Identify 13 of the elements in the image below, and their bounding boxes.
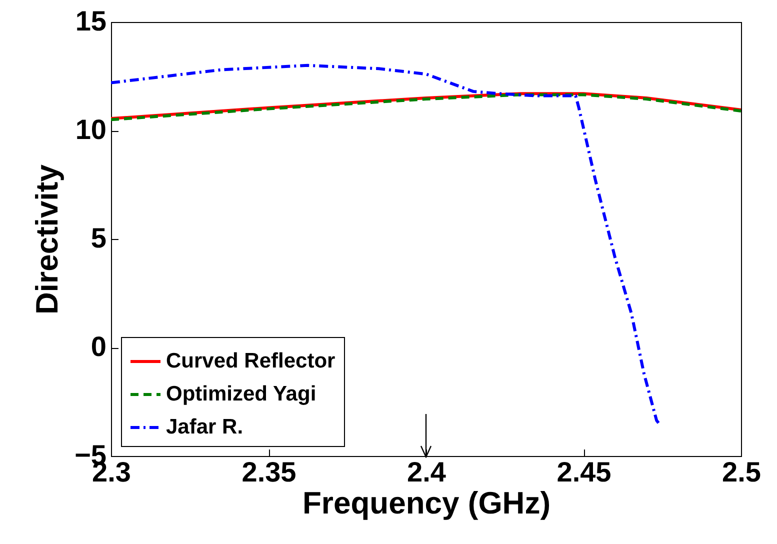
- x-tick-label: 2.4: [407, 456, 446, 488]
- legend-label: Curved Reflector: [166, 350, 336, 372]
- x-tick-label: 2.35: [242, 456, 296, 488]
- y-tick-label: 5: [90, 222, 106, 254]
- y-tick-label: 15: [75, 6, 106, 36]
- y-axis-title: Directivity: [30, 164, 65, 314]
- legend-label: Jafar R.: [166, 416, 244, 438]
- y-tick-label: 0: [90, 331, 106, 362]
- x-tick-label: 2.5: [722, 456, 761, 488]
- y-tick-label: 10: [75, 114, 106, 145]
- x-axis-title: Frequency (GHz): [302, 486, 551, 520]
- legend-label: Optimized Yagi: [166, 382, 316, 406]
- x-tick-label: 2.45: [556, 456, 612, 488]
